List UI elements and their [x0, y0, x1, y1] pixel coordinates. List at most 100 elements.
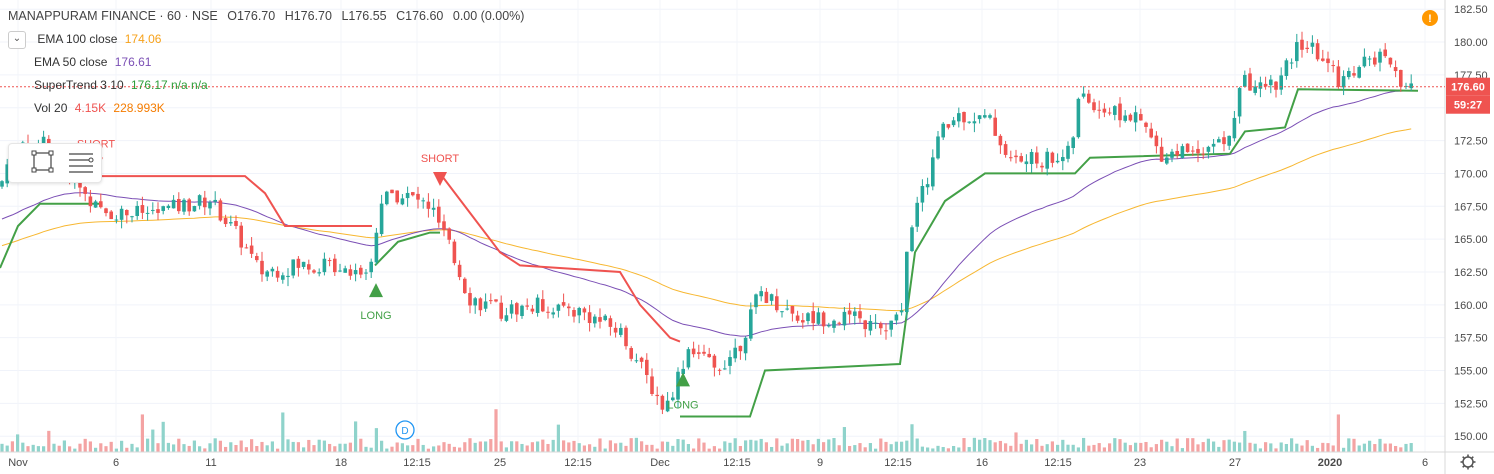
volume-ma-value: 228.993K	[113, 101, 165, 115]
candle-body	[1217, 139, 1221, 143]
volume-bar	[473, 442, 477, 452]
volume-bar	[343, 443, 347, 452]
y-tick-label: 182.50	[1454, 4, 1488, 16]
x-tick-label: Nov	[8, 457, 28, 469]
candle-body	[546, 311, 550, 313]
supertrend-value: 176.17 n/a n/a	[130, 78, 208, 92]
candle-body	[93, 201, 98, 208]
countdown-tag	[1446, 95, 1490, 114]
legend-ema100[interactable]: ⌄ EMA 100 close 174.06	[8, 28, 530, 51]
volume-bar	[655, 448, 659, 452]
volume-bar	[1409, 443, 1413, 452]
volume-bar	[426, 448, 430, 452]
volume-bar	[244, 447, 248, 452]
volume-bar	[296, 442, 300, 452]
candle-body	[369, 261, 373, 273]
ema50-label: EMA 50 close	[34, 55, 108, 69]
volume-bar	[291, 441, 295, 452]
volume-bar	[114, 448, 118, 452]
candle-body	[296, 258, 301, 268]
candle-body	[577, 308, 581, 316]
volume-bar	[634, 437, 638, 452]
countdown-label: 59:27	[1454, 100, 1482, 112]
candle-body	[348, 269, 353, 276]
candle-body	[88, 196, 93, 207]
legend-volume[interactable]: Vol 20 4.15K 228.993K	[8, 97, 530, 120]
candle-body	[645, 359, 649, 375]
candle-body	[1378, 51, 1382, 63]
candle-body	[988, 115, 992, 118]
candle-body	[104, 208, 108, 214]
volume-bar	[1310, 445, 1314, 452]
candle-body	[307, 264, 311, 270]
volume-bar	[1118, 439, 1122, 452]
legend-ema50[interactable]: EMA 50 close 176.61	[8, 51, 530, 74]
candle-body	[983, 115, 987, 118]
supertrend-up-line	[0, 202, 100, 269]
candle-body	[119, 208, 124, 220]
candle-body	[197, 195, 202, 206]
gear-icon-tooth	[1462, 464, 1466, 468]
volume-bar	[494, 409, 498, 452]
candle-body	[203, 197, 207, 208]
candle-body	[790, 306, 795, 314]
volume-bar	[359, 438, 363, 452]
volume-bar	[317, 439, 321, 452]
candle-body	[931, 157, 935, 187]
volume-bar	[1383, 443, 1387, 452]
candle-body	[1357, 67, 1361, 78]
volume-bar	[198, 446, 202, 452]
candle-body	[993, 117, 997, 136]
candle-body	[1118, 103, 1122, 121]
candle-body	[894, 314, 899, 321]
volume-bar	[681, 439, 685, 452]
candle-body	[712, 355, 717, 368]
candle-body	[99, 201, 103, 208]
gear-icon[interactable]	[1460, 454, 1476, 470]
volume-bar	[764, 442, 768, 452]
candle-body	[816, 312, 821, 324]
volume-bar	[36, 446, 40, 452]
candle-body	[723, 368, 727, 370]
volume-bar	[562, 440, 566, 452]
candle-body	[301, 261, 306, 267]
short-signal-label: SHORT	[421, 153, 460, 165]
candle-body	[556, 304, 561, 311]
candle-body	[598, 317, 602, 322]
candle-body	[125, 210, 129, 216]
candle-body	[379, 203, 384, 235]
volume-bar	[1009, 445, 1013, 452]
candle-body	[629, 348, 633, 359]
candle-body	[1175, 150, 1179, 156]
volume-bar	[754, 440, 758, 452]
candle-body	[691, 348, 696, 355]
list-settings-icon[interactable]	[69, 153, 94, 173]
volume-bar	[1243, 430, 1247, 452]
volume-bar	[140, 414, 144, 452]
drawing-toolbox[interactable]	[8, 143, 102, 183]
candle-body	[1232, 117, 1237, 139]
legend-supertrend[interactable]: SuperTrend 3 10 176.17 n/a n/a	[8, 74, 530, 97]
candle-body	[749, 309, 753, 339]
volume-bar	[1066, 444, 1070, 452]
candle-body	[1284, 60, 1289, 76]
x-tick-label: 12:15	[403, 457, 431, 469]
candle-body	[1383, 49, 1387, 57]
volume-bar	[276, 448, 280, 452]
candle-body	[374, 232, 379, 263]
candle-body	[249, 245, 254, 254]
volume-bar	[582, 445, 586, 452]
volume-bar	[723, 441, 727, 452]
volume-bar	[421, 444, 425, 452]
volume-bar	[1097, 443, 1101, 452]
volume-bars	[0, 409, 1413, 452]
volume-bar	[1061, 439, 1065, 452]
grid	[0, 0, 1445, 452]
candle-body	[775, 296, 779, 311]
chevron-down-icon[interactable]: ⌄	[8, 30, 26, 49]
volume-bar	[463, 442, 467, 452]
low-value: L176.55	[341, 9, 387, 23]
volume-bar	[1399, 447, 1403, 452]
candle-body	[681, 368, 685, 375]
rectangle-select-icon[interactable]	[31, 150, 54, 173]
